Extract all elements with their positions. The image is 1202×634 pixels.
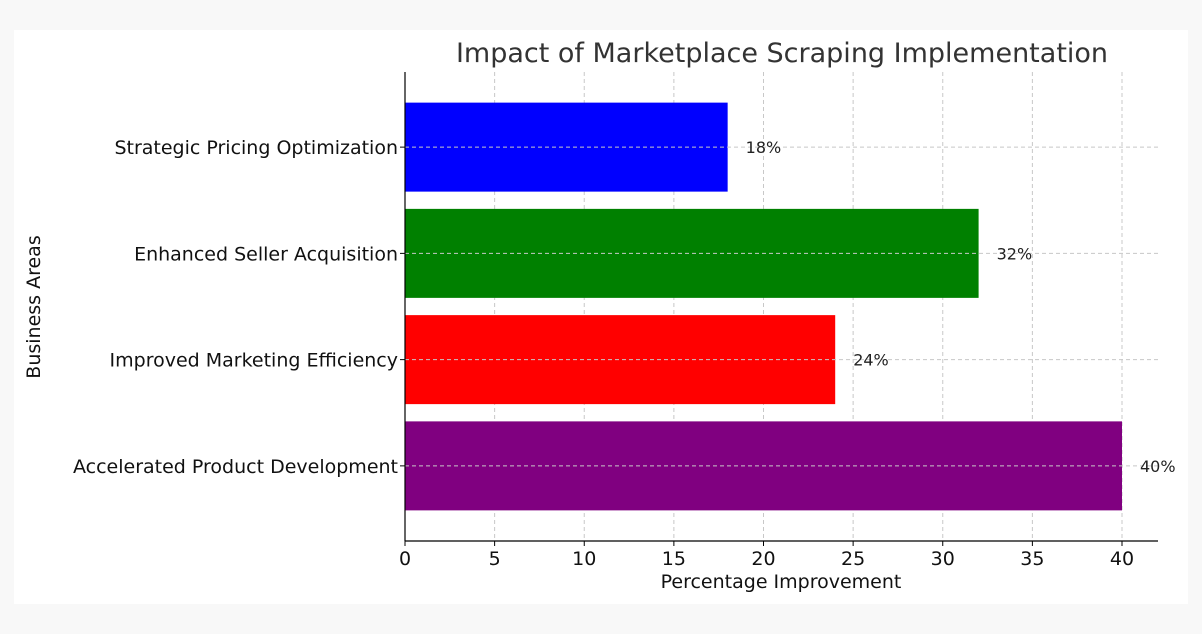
x-tick-label-15: 15 xyxy=(662,548,686,570)
data-labels: 40% 24% 32% 18% xyxy=(746,138,1176,476)
grid-overlay xyxy=(405,146,1158,467)
x-tick-label-20: 20 xyxy=(751,548,775,570)
x-axis-title: Percentage Improvement xyxy=(661,571,902,593)
y-category-labels: Accelerated Product Development Improved … xyxy=(73,137,405,478)
x-tick-label-10: 10 xyxy=(572,548,596,570)
x-tick-label-25: 25 xyxy=(841,548,865,570)
data-label-2: 32% xyxy=(997,244,1033,263)
x-tick-label-0: 0 xyxy=(399,548,411,570)
data-label-1: 24% xyxy=(853,351,889,370)
x-ticks: 0 5 10 15 20 25 30 35 40 xyxy=(399,541,1134,570)
y-category-label-3: Strategic Pricing Optimization xyxy=(114,137,398,159)
x-tick-label-30: 30 xyxy=(931,548,955,570)
x-tick-label-5: 5 xyxy=(489,548,501,570)
y-category-label-2: Enhanced Seller Acquisition xyxy=(134,243,398,265)
data-label-0: 40% xyxy=(1140,457,1176,476)
x-tick-label-35: 35 xyxy=(1020,548,1044,570)
chart-title: Impact of Marketplace Scraping Implement… xyxy=(456,38,1108,69)
y-category-label-0: Accelerated Product Development xyxy=(73,456,398,478)
y-axis-title: Business Areas xyxy=(23,235,45,378)
y-category-label-1: Improved Marketing Efficiency xyxy=(110,350,398,372)
x-tick-label-40: 40 xyxy=(1110,548,1134,570)
data-label-3: 18% xyxy=(746,138,782,157)
